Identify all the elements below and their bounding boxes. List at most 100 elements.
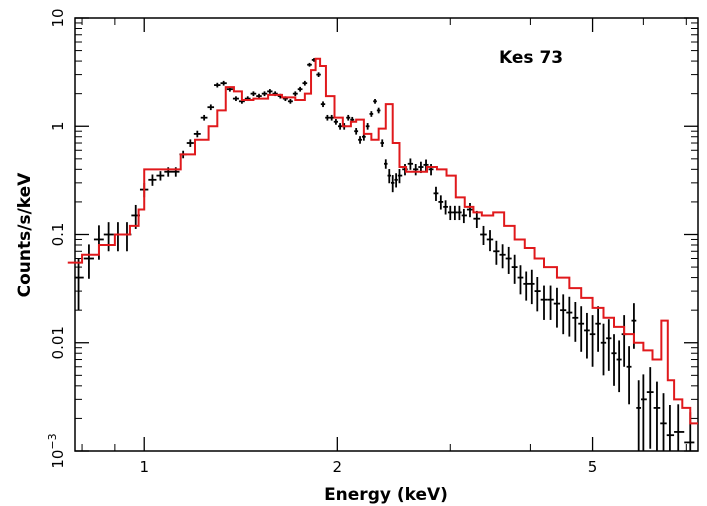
data-point — [358, 136, 362, 144]
data-point — [316, 72, 321, 78]
data-point — [307, 62, 312, 67]
data-point — [387, 169, 391, 184]
x-tick-label: 2 — [333, 458, 343, 476]
data-point — [413, 163, 419, 176]
data-point — [674, 404, 685, 451]
data-point — [626, 346, 632, 405]
data-point — [376, 107, 381, 114]
data-point — [461, 208, 467, 224]
data-point — [329, 114, 334, 121]
data-point — [641, 374, 647, 451]
data-point — [621, 315, 627, 367]
data-point — [267, 89, 273, 94]
data-point — [380, 139, 385, 147]
data-point — [553, 287, 561, 328]
data-points-layer — [74, 58, 695, 451]
data-point — [428, 163, 434, 176]
y-tick-label: 0.1 — [49, 223, 67, 247]
data-point — [473, 210, 481, 229]
data-point — [83, 244, 94, 279]
data-point — [232, 96, 239, 102]
data-point — [193, 130, 201, 138]
data-point — [660, 393, 667, 451]
model-curve-layer — [67, 57, 698, 425]
data-point — [457, 205, 462, 221]
data-point — [653, 381, 661, 451]
data-point — [297, 86, 303, 92]
chart-annotation-kes73: Kes 73 — [499, 48, 563, 68]
data-point — [338, 123, 343, 130]
data-point — [354, 128, 359, 135]
data-point — [438, 195, 444, 210]
axis-ticks — [75, 17, 698, 452]
data-point — [540, 285, 548, 320]
data-point — [320, 101, 326, 108]
data-point — [589, 315, 596, 367]
data-point — [466, 202, 474, 218]
y-tick-label: 1 — [49, 121, 67, 131]
plot-frame — [74, 17, 699, 452]
y-axis-label: Counts/s/keV — [15, 172, 35, 298]
data-point — [636, 380, 642, 451]
x-axis-label: Energy (keV) — [324, 485, 448, 505]
data-point — [261, 91, 268, 97]
data-point — [547, 285, 554, 320]
data-point — [578, 306, 585, 352]
data-point — [333, 119, 339, 125]
data-point — [443, 200, 448, 215]
data-point — [486, 230, 494, 252]
data-point — [529, 269, 535, 305]
data-point — [572, 301, 579, 342]
data-point — [302, 80, 308, 86]
data-point — [148, 174, 157, 186]
y-tick-label: 10−3 — [46, 433, 67, 468]
data-point — [369, 111, 374, 117]
data-point — [480, 225, 487, 245]
data-point — [666, 405, 675, 451]
data-point — [407, 158, 414, 170]
data-point — [584, 312, 590, 359]
x-tick-label: 1 — [139, 458, 149, 476]
model-curve — [67, 57, 698, 425]
data-point — [250, 91, 257, 97]
data-point — [517, 265, 524, 295]
data-point — [365, 123, 370, 130]
axis-tick-labels: 10−3 0.01 0.1 1 10 1 2 5 — [46, 8, 597, 476]
data-point — [292, 91, 298, 97]
data-point — [566, 296, 573, 337]
data-point — [103, 222, 114, 252]
y-tick-label: 0.01 — [49, 326, 67, 359]
data-point — [220, 80, 227, 86]
data-point — [493, 240, 500, 265]
data-point — [511, 254, 518, 284]
data-point — [595, 306, 601, 352]
data-point — [606, 319, 612, 371]
data-point — [74, 258, 84, 311]
x-tick-label: 5 — [588, 458, 598, 476]
data-point — [207, 104, 215, 111]
data-point — [611, 334, 617, 386]
data-point — [373, 99, 377, 104]
data-point — [287, 99, 293, 104]
data-point — [214, 82, 221, 88]
data-point — [384, 159, 388, 169]
data-point — [186, 139, 194, 147]
y-tick-label: 10 — [49, 8, 67, 27]
data-point — [499, 244, 506, 269]
data-point — [397, 169, 403, 184]
data-point — [433, 186, 439, 201]
data-point — [447, 205, 453, 221]
data-point — [325, 114, 330, 121]
data-point — [346, 114, 351, 121]
data-point — [616, 340, 622, 393]
data-point — [390, 175, 395, 193]
data-point — [646, 367, 654, 449]
data-point — [452, 205, 458, 221]
data-point — [200, 114, 208, 121]
data-point — [156, 171, 165, 181]
data-point — [534, 276, 541, 312]
data-point — [560, 294, 567, 335]
data-point — [600, 323, 607, 376]
data-point — [523, 271, 530, 301]
